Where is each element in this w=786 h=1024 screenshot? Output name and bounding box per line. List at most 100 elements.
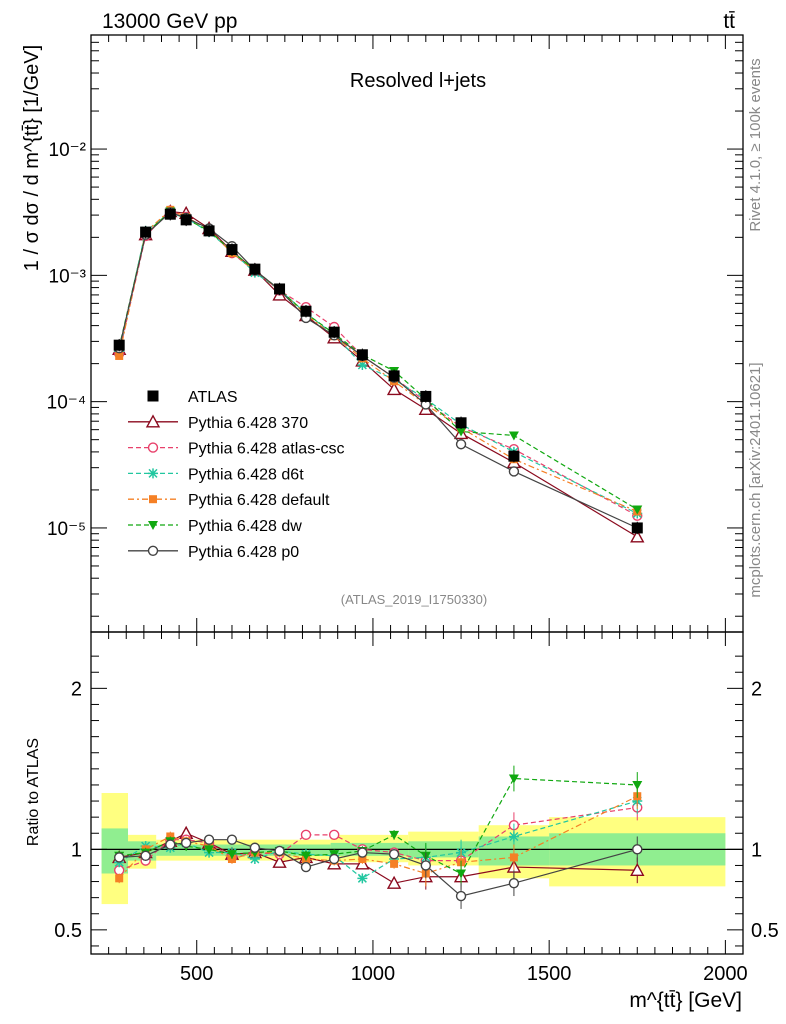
ratio-point-p0 (388, 848, 400, 860)
band-inner (156, 844, 331, 856)
ratio-point-p0 (357, 847, 368, 858)
legend-marker-atlas (147, 390, 159, 402)
point-p0 (508, 466, 520, 477)
ratio-tick-label-left: 2 (71, 678, 82, 700)
point-atlas (356, 349, 368, 361)
ratio-line-p370 (119, 832, 638, 884)
ratio-point-p0 (165, 839, 176, 850)
header-left: 13000 GeV pp (102, 10, 237, 33)
y-axis-label-ratio: Ratio to ATLAS (25, 738, 42, 846)
point-atlas (140, 226, 152, 238)
point-d6t (357, 360, 368, 371)
ratio-series-group (112, 765, 645, 909)
ratio-point-p0 (203, 834, 215, 845)
point-dw (456, 427, 467, 437)
analysis-tag: (ATLAS_2019_I1750330) (341, 592, 487, 607)
point-dw (632, 505, 643, 515)
point-atlas (328, 326, 340, 338)
legend-marker-default (149, 495, 157, 504)
rivet-label: Rivet 4.1.0, ≥ 100k events (747, 58, 764, 231)
ratio-series-p0 (113, 834, 643, 909)
point-atlas (388, 370, 400, 382)
point-p370 (386, 381, 402, 396)
legend-marker-p0 (147, 545, 159, 556)
point-atlas (180, 214, 192, 226)
point-atlas (455, 417, 467, 429)
ratio-line-p0 (119, 839, 638, 897)
legend-marker-p370 (145, 414, 161, 428)
ratio-point-default (509, 853, 518, 862)
ratio-point-p0 (113, 852, 125, 863)
legend-label-atlascsc: Pythia 6.428 atlas-csc (188, 441, 345, 458)
chart-title: Resolved l+jets (350, 70, 486, 92)
point-dw (508, 431, 519, 441)
x-tick-label: 2000 (703, 963, 748, 985)
point-atlas (249, 263, 261, 275)
point-atlas (113, 339, 125, 351)
point-atlas (226, 244, 238, 256)
ratio-point-p370 (272, 854, 287, 868)
ratio-tick-label-right: 1 (751, 839, 762, 861)
ratio-panel: Ratio to ATLAS m^{tt̄} [GeV] 0.5 0.5 1 1 2 2 5… (25, 631, 779, 1012)
legend-label-d6t: Pythia 6.428 d6t (188, 466, 304, 483)
line-p370 (118, 210, 638, 538)
band-inner (101, 828, 129, 874)
ratio-point-dw (632, 780, 643, 790)
point-atlas (203, 225, 215, 237)
y-tick-label: 10⁻⁴ (47, 393, 86, 414)
ratio-axis-ticks: 0.5 0.5 1 1 2 2 500 1000 1500 2000 (54, 632, 779, 985)
ratio-point-atlascsc (300, 829, 312, 841)
top-series-group (112, 204, 645, 543)
legend-label-p0: Pythia 6.428 p0 (188, 544, 299, 561)
main-frame (90, 34, 744, 633)
ratio-point-dw (300, 851, 311, 861)
ratio-point-p0 (226, 834, 238, 845)
ratio-line-d6t (118, 800, 638, 880)
ratio-point-p0 (420, 860, 432, 871)
point-atlas (274, 283, 286, 295)
ratio-frame (90, 631, 744, 955)
point-p0 (455, 439, 467, 450)
ratio-point-p0 (328, 853, 340, 865)
ratio-point-atlascsc (328, 829, 340, 841)
legend-label-atlas: ATLAS (188, 389, 238, 406)
ratio-point-p0 (300, 861, 312, 873)
ratio-point-default (390, 859, 399, 868)
point-default (115, 351, 124, 360)
point-atlas (420, 390, 432, 402)
ratio-point-p0 (249, 842, 261, 853)
ratio-tick-label-right: 0.5 (751, 920, 779, 942)
top-axis-ticks: 10⁻⁵ 10⁻⁴ 10⁻³ 10⁻² (47, 34, 743, 632)
ratio-tick-label-left: 0.5 (54, 920, 82, 942)
line-dw (118, 210, 638, 511)
ratio-point-dw (226, 850, 237, 860)
point-atlas (631, 522, 643, 534)
ratio-point-p0 (180, 837, 192, 849)
point-atlas (164, 208, 176, 220)
ratio-point-default (358, 855, 367, 864)
line-p0 (118, 211, 638, 529)
ratio-point-d6t (249, 854, 260, 865)
line-default (118, 209, 638, 513)
legend-marker-atlascsc (147, 442, 159, 453)
x-tick-label: 1500 (527, 963, 572, 985)
point-atlas (508, 450, 520, 462)
ratio-point-dw (508, 774, 519, 784)
ratio-point-dw (389, 830, 400, 840)
ratio-point-p0 (632, 844, 643, 855)
ratio-point-p370 (630, 862, 645, 876)
point-atlas (300, 305, 312, 317)
x-tick-label: 1000 (351, 963, 396, 985)
y-axis-label-top: 1 / σ dσ / d m^{tt̄} [1/GeV] (21, 45, 43, 271)
x-axis-label: m^{tt̄} [GeV] (629, 989, 742, 1012)
ratio-line-default (118, 795, 638, 879)
site-label: mcplots.cern.ch [arXiv:2401.10621] (747, 362, 764, 597)
legend-label-dw: Pythia 6.428 dw (188, 518, 302, 535)
ratio-tick-label-left: 1 (71, 839, 82, 861)
ratio-point-p0 (508, 877, 520, 889)
y-tick-label: 10⁻⁵ (47, 519, 86, 540)
ratio-line-dw (119, 777, 638, 875)
series-atlas (113, 207, 643, 535)
ratio-point-dw (456, 869, 467, 879)
